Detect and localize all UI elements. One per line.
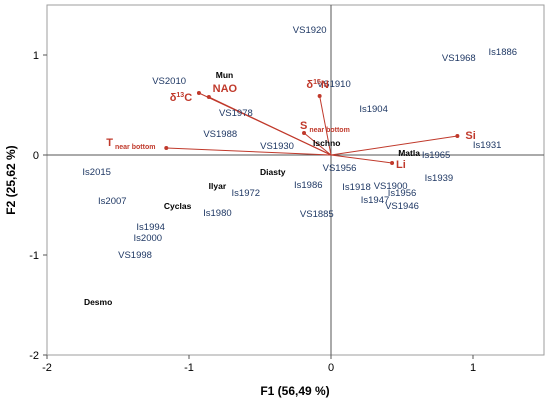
observation-label: VS1900 bbox=[374, 181, 408, 192]
variable-vector-tip bbox=[390, 161, 395, 165]
species-label: Ilyar bbox=[209, 181, 227, 191]
observation-label: VS1968 bbox=[442, 53, 476, 64]
variable-vector bbox=[330, 135, 458, 156]
observation-label: VS1998 bbox=[118, 250, 152, 261]
species-label: Matla bbox=[398, 148, 420, 158]
x-tick-label: 0 bbox=[328, 362, 334, 374]
observation-label: VS1978 bbox=[219, 108, 253, 119]
y-tick-label: -1 bbox=[29, 250, 39, 262]
variable-vector-tip bbox=[164, 146, 169, 150]
species-label: Desmo bbox=[84, 297, 112, 307]
species-label: Ischno bbox=[313, 138, 340, 148]
species-label: Cyclas bbox=[164, 201, 192, 211]
variable-vector-tip bbox=[196, 91, 201, 95]
observation-label: Is1939 bbox=[425, 173, 454, 184]
plot-frame bbox=[46, 4, 545, 356]
variable-vector bbox=[330, 154, 393, 164]
observations-layer: VS1920 VS1968 Is1886 VS2010 VS1910 VS1978 Is19… bbox=[82, 25, 517, 261]
y-tick-label: 1 bbox=[33, 50, 39, 62]
observation-label: Is2007 bbox=[98, 196, 127, 207]
observation-label: Is1980 bbox=[203, 208, 232, 219]
observation-label: VS1930 bbox=[260, 141, 294, 152]
ticks-layer: -2 -1 0 1 -2 -1 0 1 bbox=[29, 50, 476, 374]
variable-vector-tip bbox=[206, 95, 211, 99]
observation-label: VS1920 bbox=[293, 25, 327, 36]
variable-vector-tip bbox=[302, 131, 307, 135]
species-layer: Mun Ischno Matla Diasty Ilyar Cyclas Desmo bbox=[84, 70, 420, 307]
observation-label: Is1918 bbox=[342, 182, 371, 193]
observation-label: Is2015 bbox=[82, 167, 111, 178]
observation-label: VS1910 bbox=[317, 79, 351, 90]
observation-label: Is1904 bbox=[359, 104, 388, 115]
x-tick-label: -1 bbox=[184, 362, 194, 374]
observation-label: Is1886 bbox=[489, 47, 518, 58]
variable-vector bbox=[319, 95, 332, 156]
y-tick-label: 0 bbox=[33, 150, 39, 162]
observation-label: Is1994 bbox=[136, 222, 165, 233]
observation-label: VS1988 bbox=[203, 129, 237, 140]
observation-label: Is1986 bbox=[294, 180, 323, 191]
variable-label: Si bbox=[465, 130, 475, 142]
variable-vector-tip bbox=[317, 94, 322, 98]
variable-vector bbox=[166, 147, 332, 156]
observation-label: Is1931 bbox=[473, 140, 502, 151]
y-axis-title: F2 (25,62 %) bbox=[4, 145, 18, 214]
x-axis-title: F1 (56,49 %) bbox=[260, 384, 329, 398]
observation-label: Is1947 bbox=[361, 195, 390, 206]
observation-label: VS1956 bbox=[323, 163, 357, 174]
observation-label: Is1956 bbox=[388, 188, 417, 199]
observation-label: VS2010 bbox=[152, 76, 186, 87]
axes-layer bbox=[47, 5, 544, 355]
variable-label: Li bbox=[396, 159, 406, 171]
observation-label: VS1946 bbox=[385, 201, 419, 212]
variable-vector-tip bbox=[455, 134, 460, 138]
variable-label: δ13C bbox=[170, 92, 192, 104]
x-tick-label: -2 bbox=[42, 362, 52, 374]
species-label: Diasty bbox=[260, 167, 286, 177]
observation-label: Is2000 bbox=[134, 233, 163, 244]
observation-label: Is1972 bbox=[232, 188, 261, 199]
x-tick-label: 1 bbox=[470, 362, 476, 374]
variable-label: δ15N bbox=[306, 79, 328, 91]
variable-vector bbox=[208, 96, 332, 156]
variable-label: NAO bbox=[213, 83, 238, 95]
observation-label: VS1885 bbox=[300, 209, 334, 220]
y-tick-label: -2 bbox=[29, 350, 39, 362]
variable-vector bbox=[303, 132, 332, 156]
observation-label: Is1965 bbox=[422, 150, 451, 161]
variables-layer: δ13C NAO δ15N S near bottom T near bottom Si Li bbox=[106, 79, 476, 171]
species-label: Mun bbox=[216, 70, 233, 80]
vectors-layer bbox=[164, 91, 460, 165]
